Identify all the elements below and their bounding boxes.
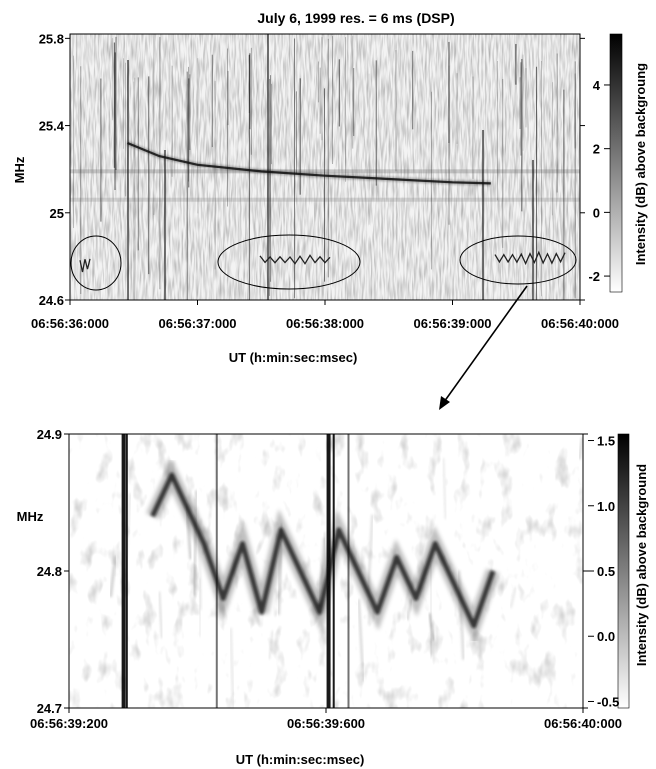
zoom-arrow-line [443, 285, 528, 403]
colorbar-tick-label: 0 [593, 205, 600, 220]
bottom-y-axis-label: MHz [17, 509, 44, 524]
ellipse-left [70, 235, 122, 291]
ellipse-right [459, 235, 577, 285]
y-tick-label: 24.7 [37, 701, 62, 716]
x-tick-label: 06:56:36:000 [31, 316, 109, 331]
x-tick-label: 06:56:37:000 [158, 316, 236, 331]
faint-streak [429, 564, 433, 659]
bottom-colorbar-ticks: 1.5 1.0 0.5 0.0 -0.5 [588, 434, 619, 709]
top-colorbar-label: Intensity (dB) above backgroung [633, 63, 648, 265]
vertical-spike [125, 434, 128, 708]
bottom-emission-features [109, 433, 584, 709]
faint-streak [109, 555, 117, 598]
x-tick-label: 06:56:40:000 [541, 316, 619, 331]
y-tick-label: 25 [50, 206, 64, 221]
oscillating-trace [150, 472, 496, 629]
y-tick-label: 24.6 [39, 293, 64, 308]
bottom-y-axis: 24.9 24.8 24.7 [37, 427, 588, 716]
zoom-arrow [439, 285, 528, 410]
oscillating-trace [259, 254, 331, 265]
bottom-x-axis-label: UT (h:min:sec:msec) [236, 752, 365, 767]
bottom-colorbar-gradient [617, 433, 630, 709]
colorbar-tick-label: -0.5 [597, 694, 619, 709]
top-panel: July 6, 1999 res. = 6 ms (DSP) 06:56:36:… [12, 10, 648, 365]
y-tick-label: 24.8 [37, 564, 62, 579]
top-colorbar-gradient [609, 33, 623, 293]
top-y-axis: 25.8 25.4 25 24.6 [39, 31, 585, 308]
bottom-colorbar-label: Intensity (dB) above background [634, 464, 649, 666]
colorbar-tick-label: 2 [593, 142, 600, 157]
top-noise [70, 34, 580, 300]
faint-streak [192, 490, 198, 596]
bottom-colorbar: 1.5 1.0 0.5 0.0 -0.5 Intensity (dB) above ba… [588, 433, 649, 709]
steady-band [70, 197, 580, 202]
vertical-spike [121, 434, 126, 708]
faint-streak [357, 599, 365, 682]
faint-streak [214, 433, 218, 495]
x-tick-label: 06:56:39:600 [287, 716, 365, 731]
faint-streak [158, 591, 163, 639]
faint-streak [578, 437, 584, 460]
y-tick-label: 25.8 [39, 31, 64, 46]
top-colorbar: 4 2 0 -2 Intensity (dB) above backgroung [588, 33, 648, 293]
oscillating-trace [494, 250, 566, 266]
y-tick-label: 25.4 [39, 119, 65, 134]
top-x-axis: 06:56:36:000 06:56:37:000 06:56:38:000 06:5… [31, 300, 619, 331]
colorbar-tick-label: 1.5 [597, 434, 615, 449]
top-emission-features [70, 34, 580, 300]
vertical-spike [347, 434, 350, 708]
faint-streak [268, 630, 274, 660]
colorbar-tick-label: -2 [588, 269, 600, 284]
faint-streak [125, 493, 132, 557]
oscillating-trace [79, 258, 91, 273]
bottom-panel: 06:56:39:200 06:56:39:600 06:56:40:000 24.… [17, 427, 649, 767]
colorbar-tick-label: 1.0 [597, 499, 615, 514]
bottom-plot-area [68, 433, 584, 709]
bottom-x-axis: 06:56:39:200 06:56:39:600 06:56:40:000 [30, 708, 622, 731]
faint-streak [442, 458, 447, 519]
x-tick-label: 06:56:38:000 [286, 316, 364, 331]
top-colorbar-ticks: 4 2 0 -2 [588, 78, 610, 284]
top-plot-area [69, 33, 581, 301]
colorbar-tick-label: 0.0 [597, 629, 615, 644]
top-annotation-ellipses [70, 234, 577, 291]
colorbar-tick-label: 4 [593, 78, 601, 93]
top-y-axis-label: MHz [12, 156, 27, 183]
top-x-axis-label: UT (h:min:sec:msec) [229, 350, 358, 365]
x-tick-label: 06:56:39:200 [30, 716, 108, 731]
drifting-burst [126, 141, 491, 185]
x-tick-label: 06:56:40:000 [544, 716, 622, 731]
y-tick-label: 24.9 [37, 427, 62, 442]
x-tick-label: 06:56:39:000 [413, 316, 491, 331]
faint-streak [510, 586, 517, 608]
steady-band [70, 169, 580, 174]
zoom-arrow-head [439, 396, 450, 410]
ellipse-middle [217, 234, 361, 290]
colorbar-tick-label: 0.5 [597, 564, 615, 579]
faint-streak [230, 627, 235, 709]
top-chart-title: July 6, 1999 res. = 6 ms (DSP) [257, 10, 454, 26]
